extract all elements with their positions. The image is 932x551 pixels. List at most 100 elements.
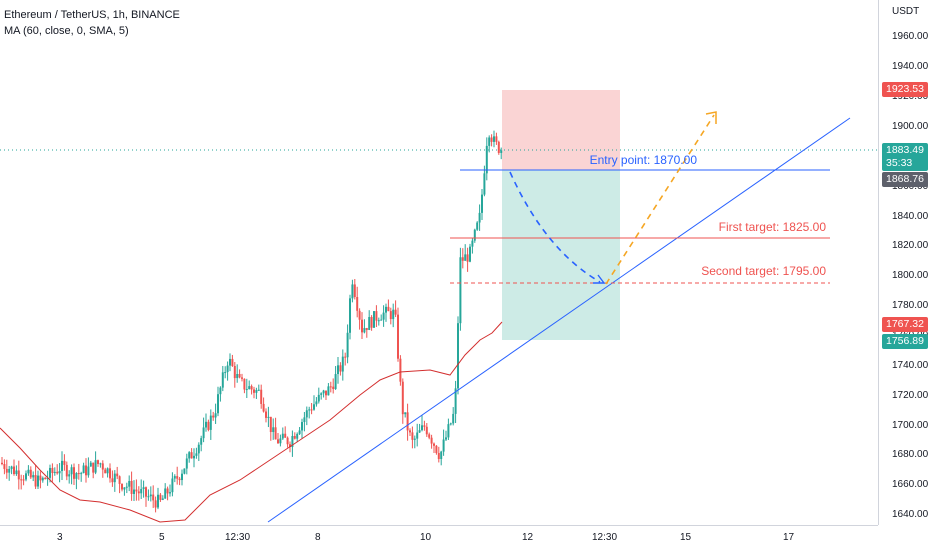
candle-body [116,473,119,477]
candle-body [236,374,239,379]
candle-body [195,453,198,456]
candle-body [94,460,97,473]
candle-body [430,437,433,444]
ma-value-tag: 1767.32 [882,317,928,332]
candle-body [166,488,169,494]
candle-body [111,478,114,483]
entry-level-tag: 1868.76 [882,172,928,187]
candle-body [20,479,23,481]
candle-body [99,463,102,465]
candle-body [221,372,224,388]
indicator-label[interactable]: MA (60, close, 0, SMA, 5) [4,25,129,37]
candle-body [329,386,332,388]
projected-rise-path [605,114,715,285]
candle-body [104,469,107,474]
entry-point-label[interactable]: Entry point: 1870.00 [590,153,698,167]
candle-body [382,312,385,320]
candle-body [188,452,191,459]
candle-body [257,389,260,391]
candle-body [370,317,373,328]
candle-body [73,467,75,479]
candle-body [209,415,212,430]
time-tick-label: 10 [420,532,432,543]
candle-body [44,477,47,480]
candle-body [461,257,464,261]
candle-body [394,309,397,315]
candle-body [37,475,39,487]
price-tick-label: 1680.00 [892,449,929,461]
candle-body [447,424,450,438]
candle-body [301,422,303,431]
bar-countdown: 35:33 [886,157,913,169]
candle-body [344,356,347,358]
candle-body [10,466,13,469]
candle-body [305,410,308,418]
price-tick-label: 1960.00 [892,31,929,43]
candle-body [493,136,495,142]
candle-body [392,309,395,320]
candle-body [217,394,219,414]
candle-body [171,478,174,493]
candle-body [101,463,104,470]
candle-body [346,332,349,358]
candle-body [457,323,459,389]
candle-body [27,469,30,474]
price-axis[interactable]: USDT [878,0,932,525]
candle-body [423,425,426,427]
candle-body [293,435,296,439]
second-target-label[interactable]: Second target: 1795.00 [701,264,826,278]
candle-body [128,480,131,487]
symbol-title[interactable]: Ethereum / TetherUS, 1h, BINANCE [4,9,180,21]
candle-body [452,413,455,424]
candle-body [317,394,320,402]
time-tick-label: 5 [159,532,165,543]
candle-body [485,145,488,174]
candle-body [375,311,378,321]
candle-body [327,386,330,396]
candle-body [495,136,498,142]
candle-body [341,356,344,372]
candle-body [454,388,457,414]
candle-body [291,435,294,448]
candle-body [253,389,255,393]
candle-body [8,468,11,473]
candle-body [46,477,49,480]
candle-body [373,311,375,328]
candle-body [380,319,383,321]
candle-body [349,298,351,333]
price-tick-label: 1720.00 [892,389,929,401]
chart-legend: Ethereum / TetherUS, 1h, BINANCE MA (60,… [4,7,180,39]
candle-body [142,487,145,490]
candle-body [435,445,438,454]
first-target-label[interactable]: First target: 1825.00 [719,220,827,234]
candle-body [164,488,167,499]
candle-body [152,494,155,501]
candle-body [315,401,318,405]
candle-body [176,476,179,479]
candle-body [123,487,126,490]
candle-body [87,466,90,476]
candle-body [332,386,335,390]
candle-body [113,473,116,483]
time-axis[interactable] [0,525,878,551]
candle-body [140,489,143,494]
candle-body [404,412,407,415]
candle-body [473,229,476,241]
candle-body [85,465,87,476]
candle-body [159,494,162,500]
candle-body [428,434,431,438]
candle-body [478,212,481,223]
price-tick-label: 1740.00 [892,359,929,371]
candle-body [368,317,371,330]
candle-body [351,284,354,299]
current-price-tag: 1883.49 35:33 [882,143,928,171]
time-tick-label: 17 [783,532,795,543]
candle-body [241,377,243,379]
candle-body [442,439,445,452]
candle-body [219,387,222,395]
current-price: 1883.49 [886,144,924,156]
candle-body [224,372,227,374]
candle-body [433,443,435,446]
